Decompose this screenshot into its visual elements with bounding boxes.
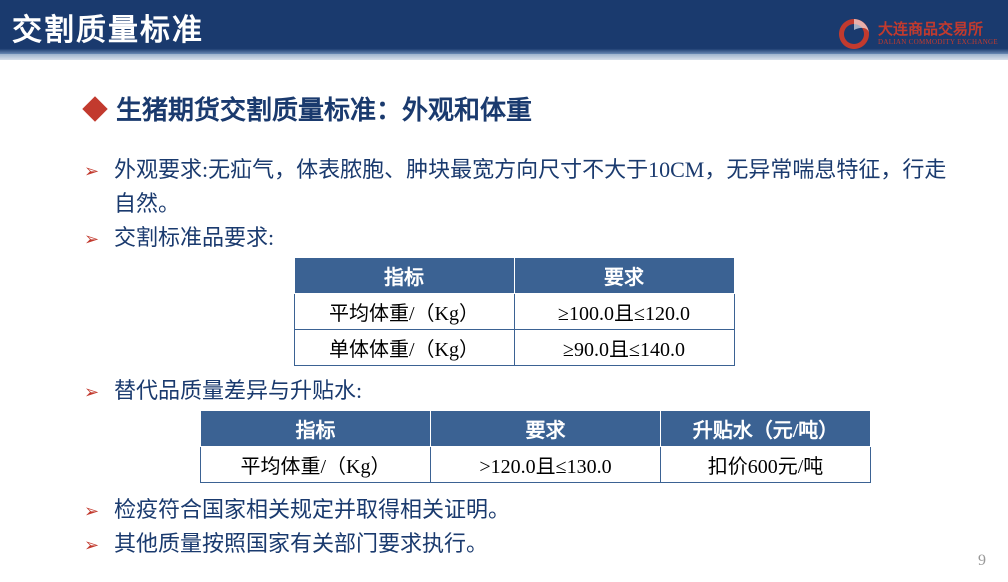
table-header-cell: 要求 — [431, 411, 661, 447]
table2-wrap: 指标 要求 升贴水（元/吨） 平均体重/（Kg） >120.0且≤130.0 扣… — [200, 410, 948, 483]
bullet-item: ➢ 外观要求:无疝气，体表脓胞、肿块最宽方向尺寸不大于10CM，无异常喘息特征，… — [114, 153, 948, 221]
arrow-icon: ➢ — [84, 158, 99, 186]
bullet-item: ➢ 其他质量按照国家有关部门要求执行。 — [114, 527, 948, 561]
table-row: 平均体重/（Kg） >120.0且≤130.0 扣价600元/吨 — [201, 447, 871, 483]
table-cell: 扣价600元/吨 — [661, 447, 871, 483]
substitute-table: 指标 要求 升贴水（元/吨） 平均体重/（Kg） >120.0且≤130.0 扣… — [200, 410, 871, 483]
exchange-logo: 大连商品交易所 DALIAN COMMODITY EXCHANGE — [836, 16, 998, 52]
bullet-text: 其他质量按照国家有关部门要求执行。 — [114, 531, 488, 556]
bullet-text: 替代品质量差异与升贴水: — [114, 378, 362, 403]
table-cell: ≥90.0且≤140.0 — [514, 330, 734, 366]
table-header-cell: 指标 — [294, 258, 514, 294]
page-number: 9 — [978, 552, 986, 570]
section-heading: 生猪期货交割质量标准：外观和体重 — [86, 90, 948, 127]
table1-wrap: 指标 要求 平均体重/（Kg） ≥100.0且≤120.0 单体体重/（Kg） … — [80, 257, 948, 366]
bullet-list: ➢ 外观要求:无疝气，体表脓胞、肿块最宽方向尺寸不大于10CM，无异常喘息特征，… — [80, 153, 948, 255]
table-cell: 平均体重/（Kg） — [294, 294, 514, 330]
arrow-icon: ➢ — [84, 379, 99, 407]
logo-text-block: 大连商品交易所 DALIAN COMMODITY EXCHANGE — [878, 22, 998, 47]
header-underline — [0, 54, 1008, 60]
bullet-text: 检疫符合国家相关规定并取得相关证明。 — [114, 497, 510, 522]
table-cell: ≥100.0且≤120.0 — [514, 294, 734, 330]
slide-content: 生猪期货交割质量标准：外观和体重 ➢ 外观要求:无疝气，体表脓胞、肿块最宽方向尺… — [0, 54, 1008, 562]
arrow-icon: ➢ — [84, 226, 99, 254]
slide-header: 交割质量标准 大连商品交易所 DALIAN COMMODITY EXCHANGE — [0, 0, 1008, 54]
slide-title: 交割质量标准 — [12, 5, 204, 49]
logo-icon — [836, 16, 872, 52]
table-row: 平均体重/（Kg） ≥100.0且≤120.0 — [294, 294, 734, 330]
arrow-icon: ➢ — [84, 498, 99, 526]
standard-table: 指标 要求 平均体重/（Kg） ≥100.0且≤120.0 单体体重/（Kg） … — [294, 257, 735, 366]
bullet-item: ➢ 交割标准品要求: — [114, 221, 948, 255]
bullet-text: 交割标准品要求: — [114, 225, 274, 250]
bullet-list: ➢ 检疫符合国家相关规定并取得相关证明。 ➢ 其他质量按照国家有关部门要求执行。 — [80, 493, 948, 561]
arrow-icon: ➢ — [84, 532, 99, 560]
table-cell: 平均体重/（Kg） — [201, 447, 431, 483]
bullet-item: ➢ 检疫符合国家相关规定并取得相关证明。 — [114, 493, 948, 527]
bullet-list: ➢ 替代品质量差异与升贴水: — [80, 374, 948, 408]
logo-text-cn: 大连商品交易所 — [878, 22, 998, 39]
table-cell: >120.0且≤130.0 — [431, 447, 661, 483]
table-header-cell: 升贴水（元/吨） — [661, 411, 871, 447]
table-row: 单体体重/（Kg） ≥90.0且≤140.0 — [294, 330, 734, 366]
bullet-text: 外观要求:无疝气，体表脓胞、肿块最宽方向尺寸不大于10CM，无异常喘息特征，行走… — [114, 157, 946, 216]
table-header-row: 指标 要求 — [294, 258, 734, 294]
table-header-cell: 指标 — [201, 411, 431, 447]
table-cell: 单体体重/（Kg） — [294, 330, 514, 366]
diamond-bullet-icon — [82, 96, 107, 121]
bullet-item: ➢ 替代品质量差异与升贴水: — [114, 374, 948, 408]
logo-text-en: DALIAN COMMODITY EXCHANGE — [878, 38, 998, 46]
table-header-cell: 要求 — [514, 258, 734, 294]
table-header-row: 指标 要求 升贴水（元/吨） — [201, 411, 871, 447]
section-heading-text: 生猪期货交割质量标准：外观和体重 — [116, 90, 532, 127]
